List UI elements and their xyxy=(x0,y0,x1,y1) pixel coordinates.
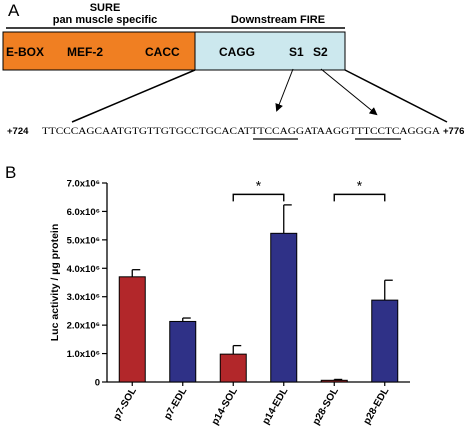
seq-end-label: +776 xyxy=(443,126,464,137)
s1-label: S1 xyxy=(289,45,304,59)
y-tick-label: 7.0x10⁶ xyxy=(67,179,100,190)
significance-star: * xyxy=(357,177,363,193)
y-tick-label: 1.0x10⁶ xyxy=(67,349,100,360)
sure-title: SURE xyxy=(90,2,121,14)
seq-seg2: GGATAAGG xyxy=(288,126,350,137)
significance-bracket xyxy=(232,193,285,202)
significance-star: * xyxy=(256,177,262,193)
sure-orange-box xyxy=(2,31,196,71)
y-tick-label: 4.0x10⁶ xyxy=(67,264,100,275)
bar-p28-edl xyxy=(371,299,399,383)
panel-b-label: B xyxy=(5,163,16,182)
seq-start-label: +724 xyxy=(7,126,29,137)
x-tick-label: p28-EDL xyxy=(362,386,392,427)
y-tick-label: 5.0x10⁶ xyxy=(67,235,100,246)
y-tick-label: 3.0x10⁶ xyxy=(67,292,100,303)
panel-a-label: A xyxy=(8,1,20,20)
s2-arrow xyxy=(320,68,378,116)
seq-seg3: CAGGGA xyxy=(392,126,440,137)
mef2-label: MEF-2 xyxy=(67,45,103,59)
bar-chart: 0 1.0x10⁶ 2.0x10⁶ 3.0x10⁶ 4.0x10⁶ 5.0x10⁶ 6.0x… xyxy=(49,177,410,427)
zoom-line-left xyxy=(71,69,196,123)
s1-arrow xyxy=(275,68,294,112)
sure-subtitle: pan muscle specific xyxy=(53,14,158,26)
bar-p14-edl xyxy=(270,232,298,383)
bar-p7-edl xyxy=(169,320,197,383)
zoom-line-right xyxy=(344,69,448,123)
bar-p28-sol xyxy=(320,379,348,383)
ebox-label: E-BOX xyxy=(6,45,44,59)
s2-label: S2 xyxy=(313,45,328,59)
fire-blue-box xyxy=(194,31,346,71)
significance-bracket xyxy=(333,193,386,202)
seq-underline1: TTTCCA xyxy=(244,126,288,137)
cacc-label: CACC xyxy=(145,45,180,59)
cagg-label: CAGG xyxy=(219,45,255,59)
downstream-title: Downstream FIRE xyxy=(231,14,325,26)
bar-p7-sol xyxy=(118,276,146,383)
x-tick-label: p28-SOL xyxy=(311,386,341,427)
seq-seg1: TTCCCAGCAATGTGTTGTGCCTGCACA xyxy=(42,126,245,137)
x-tick-label: p14-EDL xyxy=(261,386,291,427)
bar-p14-sol xyxy=(219,353,247,383)
y-tick-label: 2.0x10⁶ xyxy=(67,321,100,332)
x-tick-label: p7-EDL xyxy=(162,386,189,422)
seq-underline2: TTTCCT xyxy=(349,126,392,137)
y-tick-label: 0 xyxy=(95,378,100,389)
y-axis-label: Luc activity / µg protein xyxy=(49,224,61,341)
sequence-text: TTCCCAGCAATGTGTTGTGCCTGCACA TTTCCA GGATAAG… xyxy=(42,126,440,137)
y-tick-label: 6.0x10⁶ xyxy=(67,207,100,218)
x-tick-label: p7-SOL xyxy=(112,386,139,422)
x-tick-label: p14-SOL xyxy=(210,386,240,427)
